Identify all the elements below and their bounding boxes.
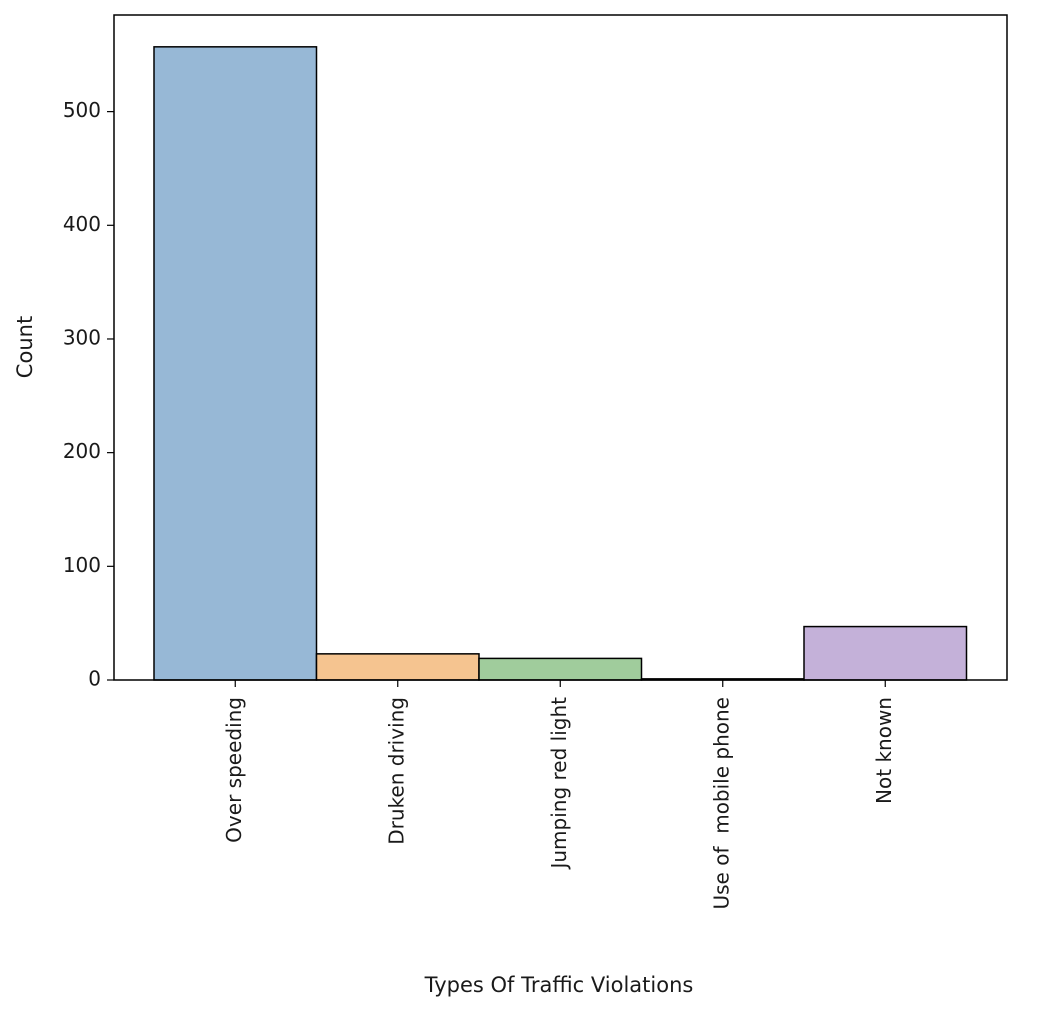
y-tick-label-200: 200 (63, 439, 101, 463)
x-tick-label-druken-driving: Druken driving (384, 697, 408, 845)
y-tick-label-100: 100 (63, 553, 101, 577)
y-tick-label-300: 300 (63, 325, 101, 349)
bar-jumping-red-light (478, 657, 643, 681)
bar-druken-driving (315, 653, 480, 681)
x-tick-label-jumping-red-light: Jumping red light (547, 697, 571, 871)
y-tick-label-400: 400 (63, 212, 101, 236)
x-tick-label-not-known: Not known (872, 697, 896, 804)
bars-group (153, 46, 968, 681)
bar-over-speeding (153, 46, 318, 681)
y-axis-title: Count (13, 316, 37, 378)
y-axis: 0 100 200 300 400 500 (63, 98, 114, 691)
x-axis: Over speeding Druken driving Jumping red l… (222, 680, 896, 910)
x-tick-label-over-speeding: Over speeding (222, 697, 246, 843)
bar-not-known (803, 625, 968, 681)
y-tick-label-500: 500 (63, 98, 101, 122)
y-tick-label-0: 0 (88, 667, 101, 691)
x-axis-title: Types Of Traffic Violations (424, 973, 694, 997)
x-tick-label-use-of-mobile-phone: Use of mobile phone (709, 697, 733, 910)
